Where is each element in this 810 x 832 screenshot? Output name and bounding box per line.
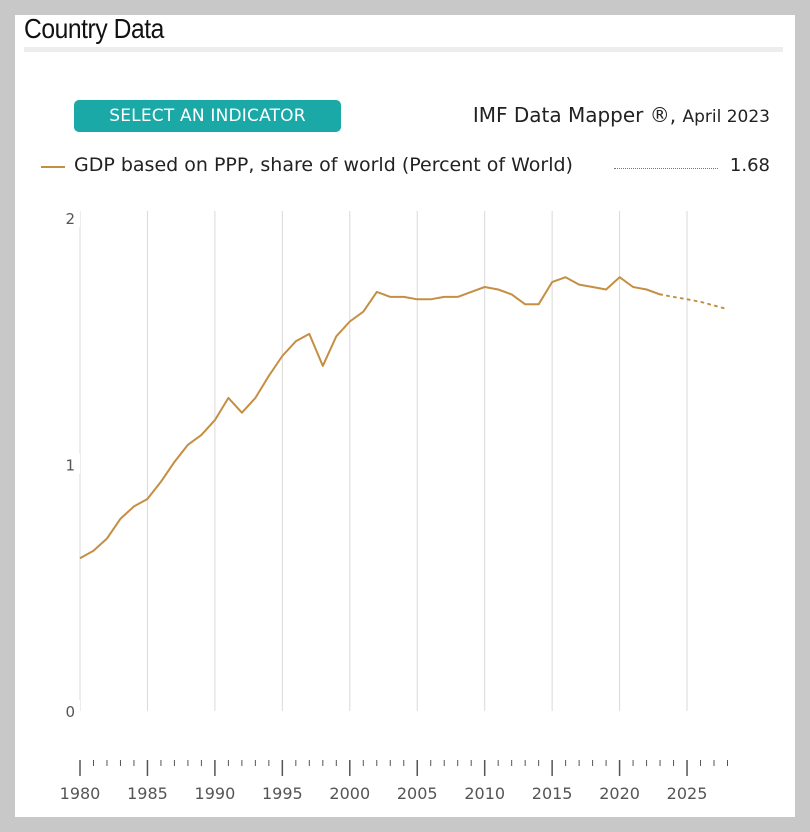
x-tick-label-2000: 2000 bbox=[329, 784, 370, 803]
series-line-0 bbox=[79, 276, 661, 560]
x-tick-label-2005: 2005 bbox=[397, 784, 438, 803]
y-tick-label-1: 1 bbox=[65, 457, 75, 475]
legend-leader-line bbox=[614, 168, 718, 169]
x-tick-label-1990: 1990 bbox=[195, 784, 236, 803]
x-tick-label-2020: 2020 bbox=[599, 784, 640, 803]
x-tick-label-1985: 1985 bbox=[127, 784, 168, 803]
legend-item[interactable]: GDP based on PPP, share of world (Percen… bbox=[41, 154, 771, 180]
legend-label: GDP based on PPP, share of world (Percen… bbox=[74, 154, 573, 176]
x-tick-label-2015: 2015 bbox=[532, 784, 573, 803]
select-indicator-button[interactable]: SELECT AN INDICATOR bbox=[74, 100, 341, 132]
y-tick-label-bg-1 bbox=[62, 453, 80, 474]
x-tick-label-1995: 1995 bbox=[262, 784, 303, 803]
legend-value: 1.68 bbox=[729, 155, 770, 176]
y-tick-label-0: 0 bbox=[65, 703, 75, 721]
source-name: IMF Data Mapper ®, bbox=[472, 103, 677, 127]
page-title: Country Data bbox=[24, 13, 164, 44]
series-projection-line-0 bbox=[659, 293, 729, 311]
source-date: April 2023 bbox=[682, 107, 770, 127]
legend-swatch bbox=[41, 166, 65, 168]
x-tick-label-2025: 2025 bbox=[667, 784, 708, 803]
y-tick-label-bg-2 bbox=[62, 207, 80, 227]
header-divider bbox=[24, 47, 783, 52]
y-tick-label-2: 2 bbox=[65, 210, 75, 228]
country-data-panel: Country Data SELECT AN INDICATOR IMF Dat… bbox=[15, 13, 795, 817]
x-tick-label-2010: 2010 bbox=[464, 784, 505, 803]
source-credit: IMF Data Mapper ®, April 2023 bbox=[473, 103, 770, 127]
y-tick-label-bg-0 bbox=[62, 700, 80, 720]
x-tick-label-1980: 1980 bbox=[60, 784, 101, 803]
